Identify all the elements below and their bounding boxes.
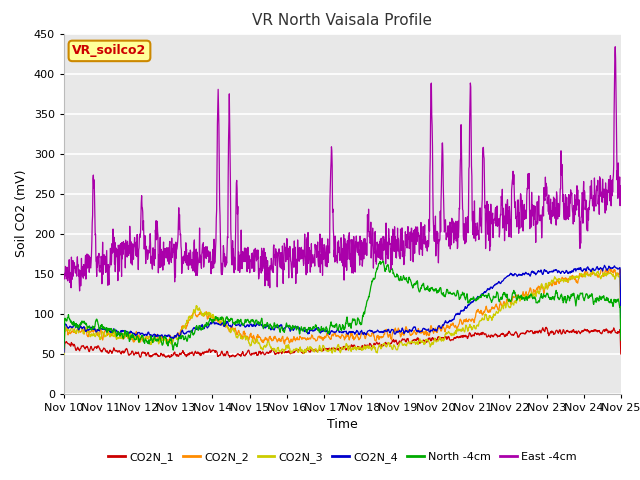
Legend: CO2N_1, CO2N_2, CO2N_3, CO2N_4, North -4cm, East -4cm: CO2N_1, CO2N_2, CO2N_3, CO2N_4, North -4… xyxy=(104,447,581,467)
Y-axis label: Soil CO2 (mV): Soil CO2 (mV) xyxy=(15,170,28,257)
Title: VR North Vaisala Profile: VR North Vaisala Profile xyxy=(252,13,433,28)
X-axis label: Time: Time xyxy=(327,418,358,431)
Text: VR_soilco2: VR_soilco2 xyxy=(72,44,147,58)
